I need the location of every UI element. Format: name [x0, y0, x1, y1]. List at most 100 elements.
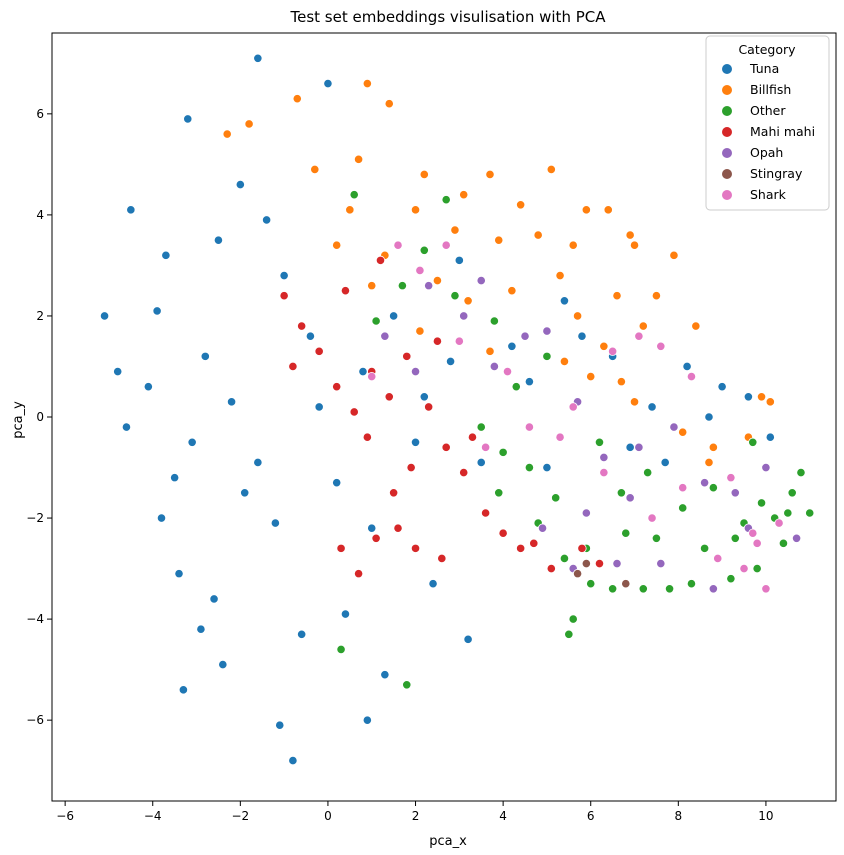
point-other	[621, 528, 631, 538]
point-other	[559, 553, 570, 564]
legend-label-stingray: Stingray	[750, 166, 803, 181]
legend-marker-shark	[722, 190, 732, 200]
point-opah	[537, 523, 548, 533]
point-tuna	[253, 457, 263, 468]
point-tuna	[305, 331, 316, 341]
point-shark	[726, 473, 736, 483]
point-billfish	[629, 397, 640, 407]
point-opah	[459, 311, 469, 321]
point-tuna	[187, 437, 197, 447]
point-tuna	[209, 594, 219, 604]
point-tuna	[524, 377, 535, 387]
point-other	[805, 508, 815, 518]
point-other	[748, 437, 758, 447]
point-tuna	[178, 685, 188, 695]
series-other	[336, 190, 815, 690]
point-mahi-mahi	[340, 286, 351, 296]
point-tuna	[288, 755, 298, 766]
point-other	[796, 467, 806, 478]
point-stingray	[621, 579, 631, 589]
x-tick-label: 6	[587, 809, 595, 823]
point-tuna	[170, 473, 180, 483]
point-other	[783, 508, 793, 518]
point-shark	[608, 346, 618, 356]
legend-marker-stingray	[722, 169, 732, 179]
point-billfish	[533, 230, 543, 240]
point-tuna	[99, 311, 110, 321]
point-opah	[520, 331, 530, 341]
point-tuna	[196, 624, 206, 634]
point-tuna	[200, 351, 210, 361]
y-tick-label: 2	[36, 309, 44, 323]
point-mahi-mahi	[362, 432, 372, 442]
x-tick-label: 8	[675, 809, 683, 823]
point-other	[476, 422, 486, 432]
point-mahi-mahi	[353, 569, 364, 579]
point-tuna	[717, 382, 727, 392]
point-billfish	[410, 205, 421, 215]
point-mahi-mahi	[529, 538, 539, 548]
point-opah	[424, 281, 434, 291]
point-tuna	[743, 392, 754, 402]
point-opah	[708, 584, 718, 594]
point-shark	[761, 584, 771, 594]
point-shark	[774, 518, 784, 528]
point-billfish	[384, 99, 394, 109]
point-other	[524, 462, 535, 473]
point-mahi-mahi	[375, 255, 386, 265]
point-other	[787, 488, 797, 498]
y-tick-label: 0	[36, 410, 44, 424]
point-other	[664, 584, 675, 594]
point-tuna	[389, 311, 399, 321]
point-billfish	[555, 270, 565, 281]
point-tuna	[419, 392, 429, 402]
legend-label-shark: Shark	[750, 187, 787, 202]
point-mahi-mahi	[498, 528, 508, 538]
legend-items: Tuna Billfish Other Mahi mahi Opah Stingray Sh…	[722, 61, 815, 202]
point-other	[726, 574, 736, 584]
point-tuna	[542, 462, 552, 473]
point-tuna	[143, 382, 153, 392]
point-tuna	[126, 205, 136, 215]
point-tuna	[463, 634, 473, 644]
legend-label-opah: Opah	[750, 145, 783, 160]
point-tuna	[235, 179, 245, 190]
point-opah	[612, 558, 622, 569]
points-layer	[99, 53, 815, 766]
point-opah	[761, 462, 771, 473]
point-other	[568, 614, 578, 624]
point-mahi-mahi	[402, 351, 412, 361]
point-other	[419, 245, 429, 255]
point-mahi-mahi	[406, 462, 416, 473]
point-shark	[555, 432, 565, 442]
point-billfish	[419, 169, 429, 180]
point-opah	[476, 275, 486, 286]
point-other	[643, 467, 653, 478]
point-billfish	[450, 225, 460, 235]
point-mahi-mahi	[467, 432, 478, 442]
point-shark	[634, 331, 644, 341]
point-billfish	[638, 321, 648, 331]
point-mahi-mahi	[332, 382, 342, 392]
point-tuna	[647, 402, 657, 412]
point-shark	[568, 402, 578, 412]
point-other	[349, 190, 359, 200]
point-billfish	[581, 205, 591, 215]
point-billfish	[612, 291, 622, 301]
point-billfish	[616, 377, 626, 387]
legend-marker-mahi-mahi	[722, 127, 732, 137]
point-shark	[502, 366, 513, 377]
x-tick-label: 2	[412, 809, 420, 823]
point-shark	[678, 483, 688, 493]
point-other	[542, 351, 552, 361]
point-opah	[542, 326, 552, 336]
point-tuna	[275, 720, 285, 730]
y-axis-label: pca_y	[11, 401, 26, 439]
legend-frame	[705, 35, 830, 211]
point-billfish	[292, 94, 302, 104]
point-other	[686, 579, 697, 589]
x-tick-label: 0	[324, 809, 332, 823]
point-tuna	[332, 478, 342, 488]
legend-marker-tuna	[722, 64, 732, 74]
